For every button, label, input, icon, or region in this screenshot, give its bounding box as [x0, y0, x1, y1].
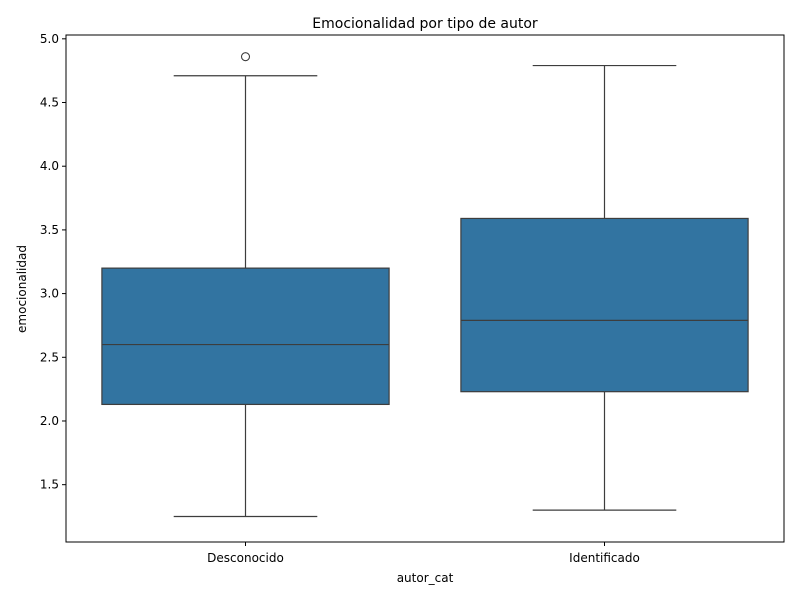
y-tick-label: 4.0: [40, 159, 59, 173]
y-tick-label: 3.5: [40, 223, 59, 237]
y-tick-label: 2.5: [40, 350, 59, 364]
y-tick-label: 5.0: [40, 32, 59, 46]
box-group: [101, 52, 390, 518]
y-tick-label: 4.5: [40, 96, 59, 110]
x-axis: Desconocido Identificado: [207, 542, 640, 565]
y-axis-label: emocionalidad: [15, 245, 29, 333]
boxes-layer: [101, 52, 749, 518]
x-tick-label: Identificado: [569, 551, 640, 565]
y-tick-label: 2.0: [40, 414, 59, 428]
box-group: [460, 64, 749, 511]
chart-title: Emocionalidad por tipo de autor: [312, 16, 538, 32]
box-iqr: [101, 267, 390, 406]
x-tick-label: Desconocido: [207, 551, 284, 565]
outlier-point: [240, 52, 251, 62]
y-axis: 1.5 2.0 2.5 3.0 3.5 4.0 4.5 5.0: [40, 32, 66, 492]
y-tick-label: 1.5: [40, 478, 59, 492]
plot-frame: [65, 34, 785, 543]
x-axis-label: autor_cat: [397, 571, 454, 585]
box-iqr: [460, 217, 749, 393]
y-tick-label: 3.0: [40, 287, 59, 301]
